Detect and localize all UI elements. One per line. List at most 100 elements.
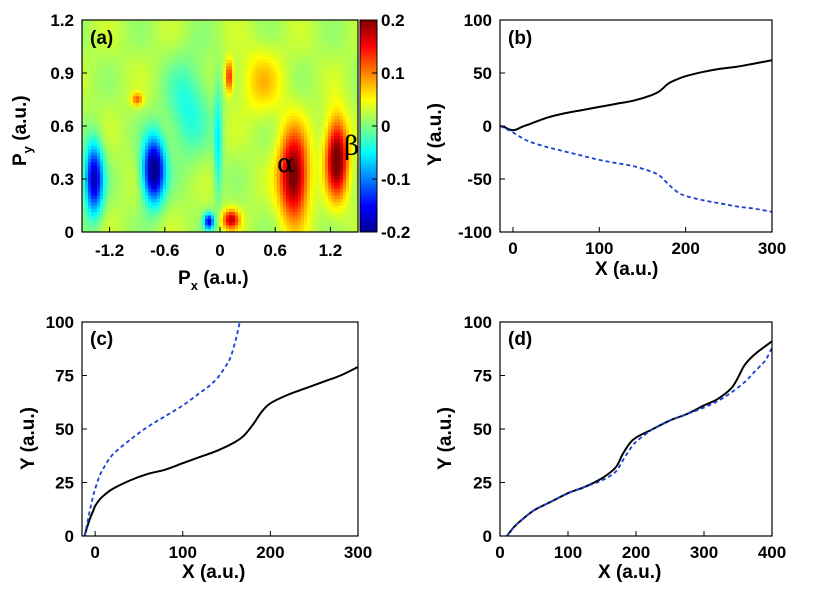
heatmap-cell bbox=[283, 29, 287, 34]
heatmap-cell bbox=[307, 185, 311, 190]
heatmap-cell bbox=[94, 109, 98, 114]
heatmap-cell bbox=[301, 225, 305, 230]
heatmap-cell bbox=[247, 23, 251, 28]
heatmap-cell bbox=[115, 89, 119, 94]
heatmap-cell bbox=[280, 76, 284, 81]
heatmap-cell bbox=[115, 109, 119, 114]
heatmap-cell bbox=[244, 119, 248, 124]
heatmap-cell bbox=[151, 122, 155, 127]
heatmap-cell bbox=[268, 149, 272, 153]
heatmap-cell bbox=[160, 112, 164, 117]
heatmap-cell bbox=[295, 175, 299, 180]
heatmap-cell bbox=[136, 99, 140, 104]
heatmap-cell bbox=[103, 53, 107, 57]
heatmap-cell bbox=[226, 135, 230, 140]
heatmap-cell bbox=[223, 149, 227, 153]
heatmap-cell bbox=[307, 175, 311, 180]
heatmap-cell bbox=[304, 112, 308, 117]
heatmap-cell bbox=[298, 218, 302, 223]
heatmap-cell bbox=[235, 89, 239, 94]
heatmap-cell bbox=[130, 162, 134, 167]
heatmap-cell bbox=[226, 86, 230, 90]
heatmap-cell bbox=[217, 86, 221, 90]
heatmap-cell bbox=[205, 92, 209, 97]
heatmap-cell bbox=[163, 69, 167, 74]
heatmap-cell bbox=[166, 86, 170, 90]
heatmap-cell bbox=[169, 149, 173, 153]
heatmap-cell bbox=[145, 135, 149, 140]
heatmap-cell bbox=[85, 155, 89, 160]
heatmap-cell bbox=[277, 63, 281, 67]
heatmap-cell bbox=[100, 82, 104, 87]
heatmap-cell bbox=[97, 129, 101, 134]
heatmap-cell bbox=[217, 106, 221, 110]
heatmap-cell bbox=[130, 46, 134, 51]
heatmap-cell bbox=[175, 208, 179, 213]
heatmap-cell bbox=[238, 215, 242, 220]
heatmap-cell bbox=[271, 43, 275, 47]
heatmap-cell bbox=[187, 132, 191, 137]
heatmap-cell bbox=[103, 109, 107, 114]
heatmap-cell bbox=[271, 169, 275, 173]
heatmap-cell bbox=[196, 228, 200, 232]
heatmap-cell bbox=[181, 179, 185, 183]
heatmap-cell bbox=[286, 185, 290, 190]
heatmap-cell bbox=[166, 92, 170, 97]
heatmap-cell bbox=[100, 33, 104, 37]
heatmap-cell bbox=[103, 169, 107, 173]
heatmap-cell bbox=[232, 185, 236, 190]
heatmap-cell bbox=[292, 225, 296, 230]
heatmap-cell bbox=[166, 63, 170, 67]
heatmap-cell bbox=[157, 73, 161, 77]
heatmap-cell bbox=[181, 59, 185, 64]
heatmap-cell bbox=[121, 228, 125, 232]
heatmap-cell bbox=[184, 92, 188, 97]
heatmap-cell bbox=[271, 175, 275, 180]
heatmap-cell bbox=[190, 43, 194, 47]
heatmap-cell bbox=[136, 175, 140, 180]
heatmap-cell bbox=[184, 149, 188, 153]
heatmap-cell bbox=[118, 165, 122, 170]
heatmap-cell bbox=[166, 152, 170, 157]
heatmap-cell bbox=[214, 99, 218, 104]
heatmap-cell bbox=[199, 56, 203, 61]
heatmap-cell bbox=[148, 179, 152, 183]
heatmap-cell bbox=[241, 53, 245, 57]
heatmap-cell bbox=[265, 218, 269, 223]
heatmap-cell bbox=[274, 69, 278, 74]
heatmap-cell bbox=[211, 116, 215, 120]
heatmap-cell bbox=[232, 39, 236, 44]
heatmap-cell bbox=[301, 182, 305, 187]
heatmap-cell bbox=[121, 96, 125, 100]
heatmap-cell bbox=[277, 135, 281, 140]
heatmap-cell bbox=[184, 20, 188, 24]
heatmap-cell bbox=[199, 129, 203, 134]
heatmap-cell bbox=[262, 20, 266, 24]
heatmap-cell bbox=[238, 188, 242, 193]
heatmap-cell bbox=[211, 36, 215, 41]
heatmap-cell bbox=[289, 102, 293, 107]
heatmap-cell bbox=[256, 139, 260, 143]
heatmap-cell bbox=[175, 162, 179, 167]
heatmap-cell bbox=[112, 79, 116, 84]
heatmap-cell bbox=[313, 129, 317, 134]
heatmap-cell bbox=[181, 49, 185, 54]
heatmap-cell bbox=[223, 208, 227, 213]
heatmap-cell bbox=[211, 182, 215, 187]
heatmap-cell bbox=[256, 33, 260, 37]
heatmap-cell bbox=[211, 126, 215, 130]
heatmap-cell bbox=[274, 152, 278, 157]
heatmap-cell bbox=[196, 172, 200, 177]
heatmap-cell bbox=[211, 43, 215, 47]
heatmap-cell bbox=[169, 112, 173, 117]
heatmap-cell bbox=[202, 222, 206, 226]
heatmap-cell bbox=[142, 149, 146, 153]
heatmap-cell bbox=[169, 36, 173, 41]
heatmap-cell bbox=[313, 182, 317, 187]
heatmap-cell bbox=[250, 20, 254, 24]
heatmap-cell bbox=[100, 122, 104, 127]
heatmap-cell bbox=[115, 39, 119, 44]
heatmap-cell bbox=[247, 119, 251, 124]
heatmap-cell bbox=[133, 49, 137, 54]
heatmap-cell bbox=[190, 149, 194, 153]
